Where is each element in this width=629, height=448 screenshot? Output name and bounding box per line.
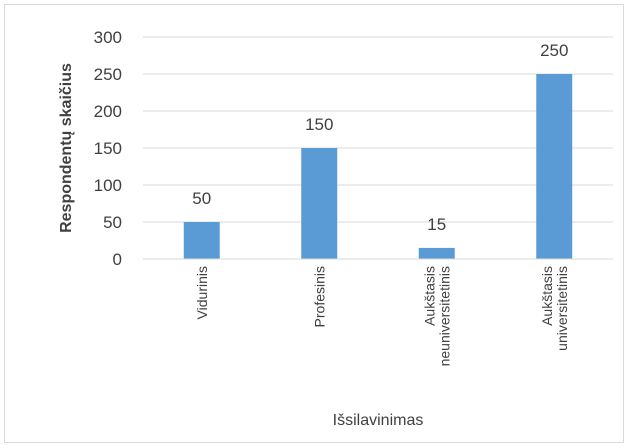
y-tick-label: 200 bbox=[94, 102, 122, 121]
data-label: 250 bbox=[540, 41, 568, 60]
x-category-label: Aukštasis neuniversitetinis bbox=[421, 266, 452, 366]
y-tick-label: 50 bbox=[103, 213, 122, 232]
y-tick-label: 300 bbox=[94, 28, 122, 47]
bar bbox=[418, 247, 455, 259]
data-labels: 50 150 15 250 bbox=[192, 41, 568, 234]
y-axis-title: Respondentų skaičius bbox=[58, 63, 75, 233]
data-label: 50 bbox=[192, 189, 211, 208]
x-category-label: Vidurinis bbox=[194, 266, 210, 319]
x-axis-categories: Vidurinis Profesinis Aukštasis neuniversite… bbox=[194, 266, 570, 366]
x-category-label-line: Profesinis bbox=[311, 266, 327, 327]
x-category-label-line: Vidurinis bbox=[194, 266, 210, 319]
data-label: 15 bbox=[427, 215, 446, 234]
data-label: 150 bbox=[305, 115, 333, 134]
x-category-label-line: Aukštasis bbox=[421, 266, 437, 326]
y-tick-label: 0 bbox=[113, 250, 122, 269]
y-axis-ticks: 0 50 100 150 200 250 300 bbox=[94, 28, 122, 269]
x-category-label: Profesinis bbox=[311, 266, 327, 327]
x-axis-title: Išsilavinimas bbox=[333, 412, 424, 429]
y-tick-label: 150 bbox=[94, 139, 122, 158]
x-category-label: Aukštasis universitetinis bbox=[539, 266, 570, 351]
y-tick-label: 250 bbox=[94, 65, 122, 84]
gridlines bbox=[143, 36, 613, 223]
x-category-label-line: Aukštasis bbox=[539, 266, 555, 326]
bar bbox=[183, 222, 220, 259]
x-category-label-line: neuniversitetinis bbox=[436, 266, 452, 366]
x-category-label-line: universitetinis bbox=[554, 266, 570, 351]
y-tick-label: 100 bbox=[94, 176, 122, 195]
bar bbox=[301, 148, 338, 259]
bar bbox=[536, 74, 573, 259]
bars bbox=[183, 74, 573, 259]
